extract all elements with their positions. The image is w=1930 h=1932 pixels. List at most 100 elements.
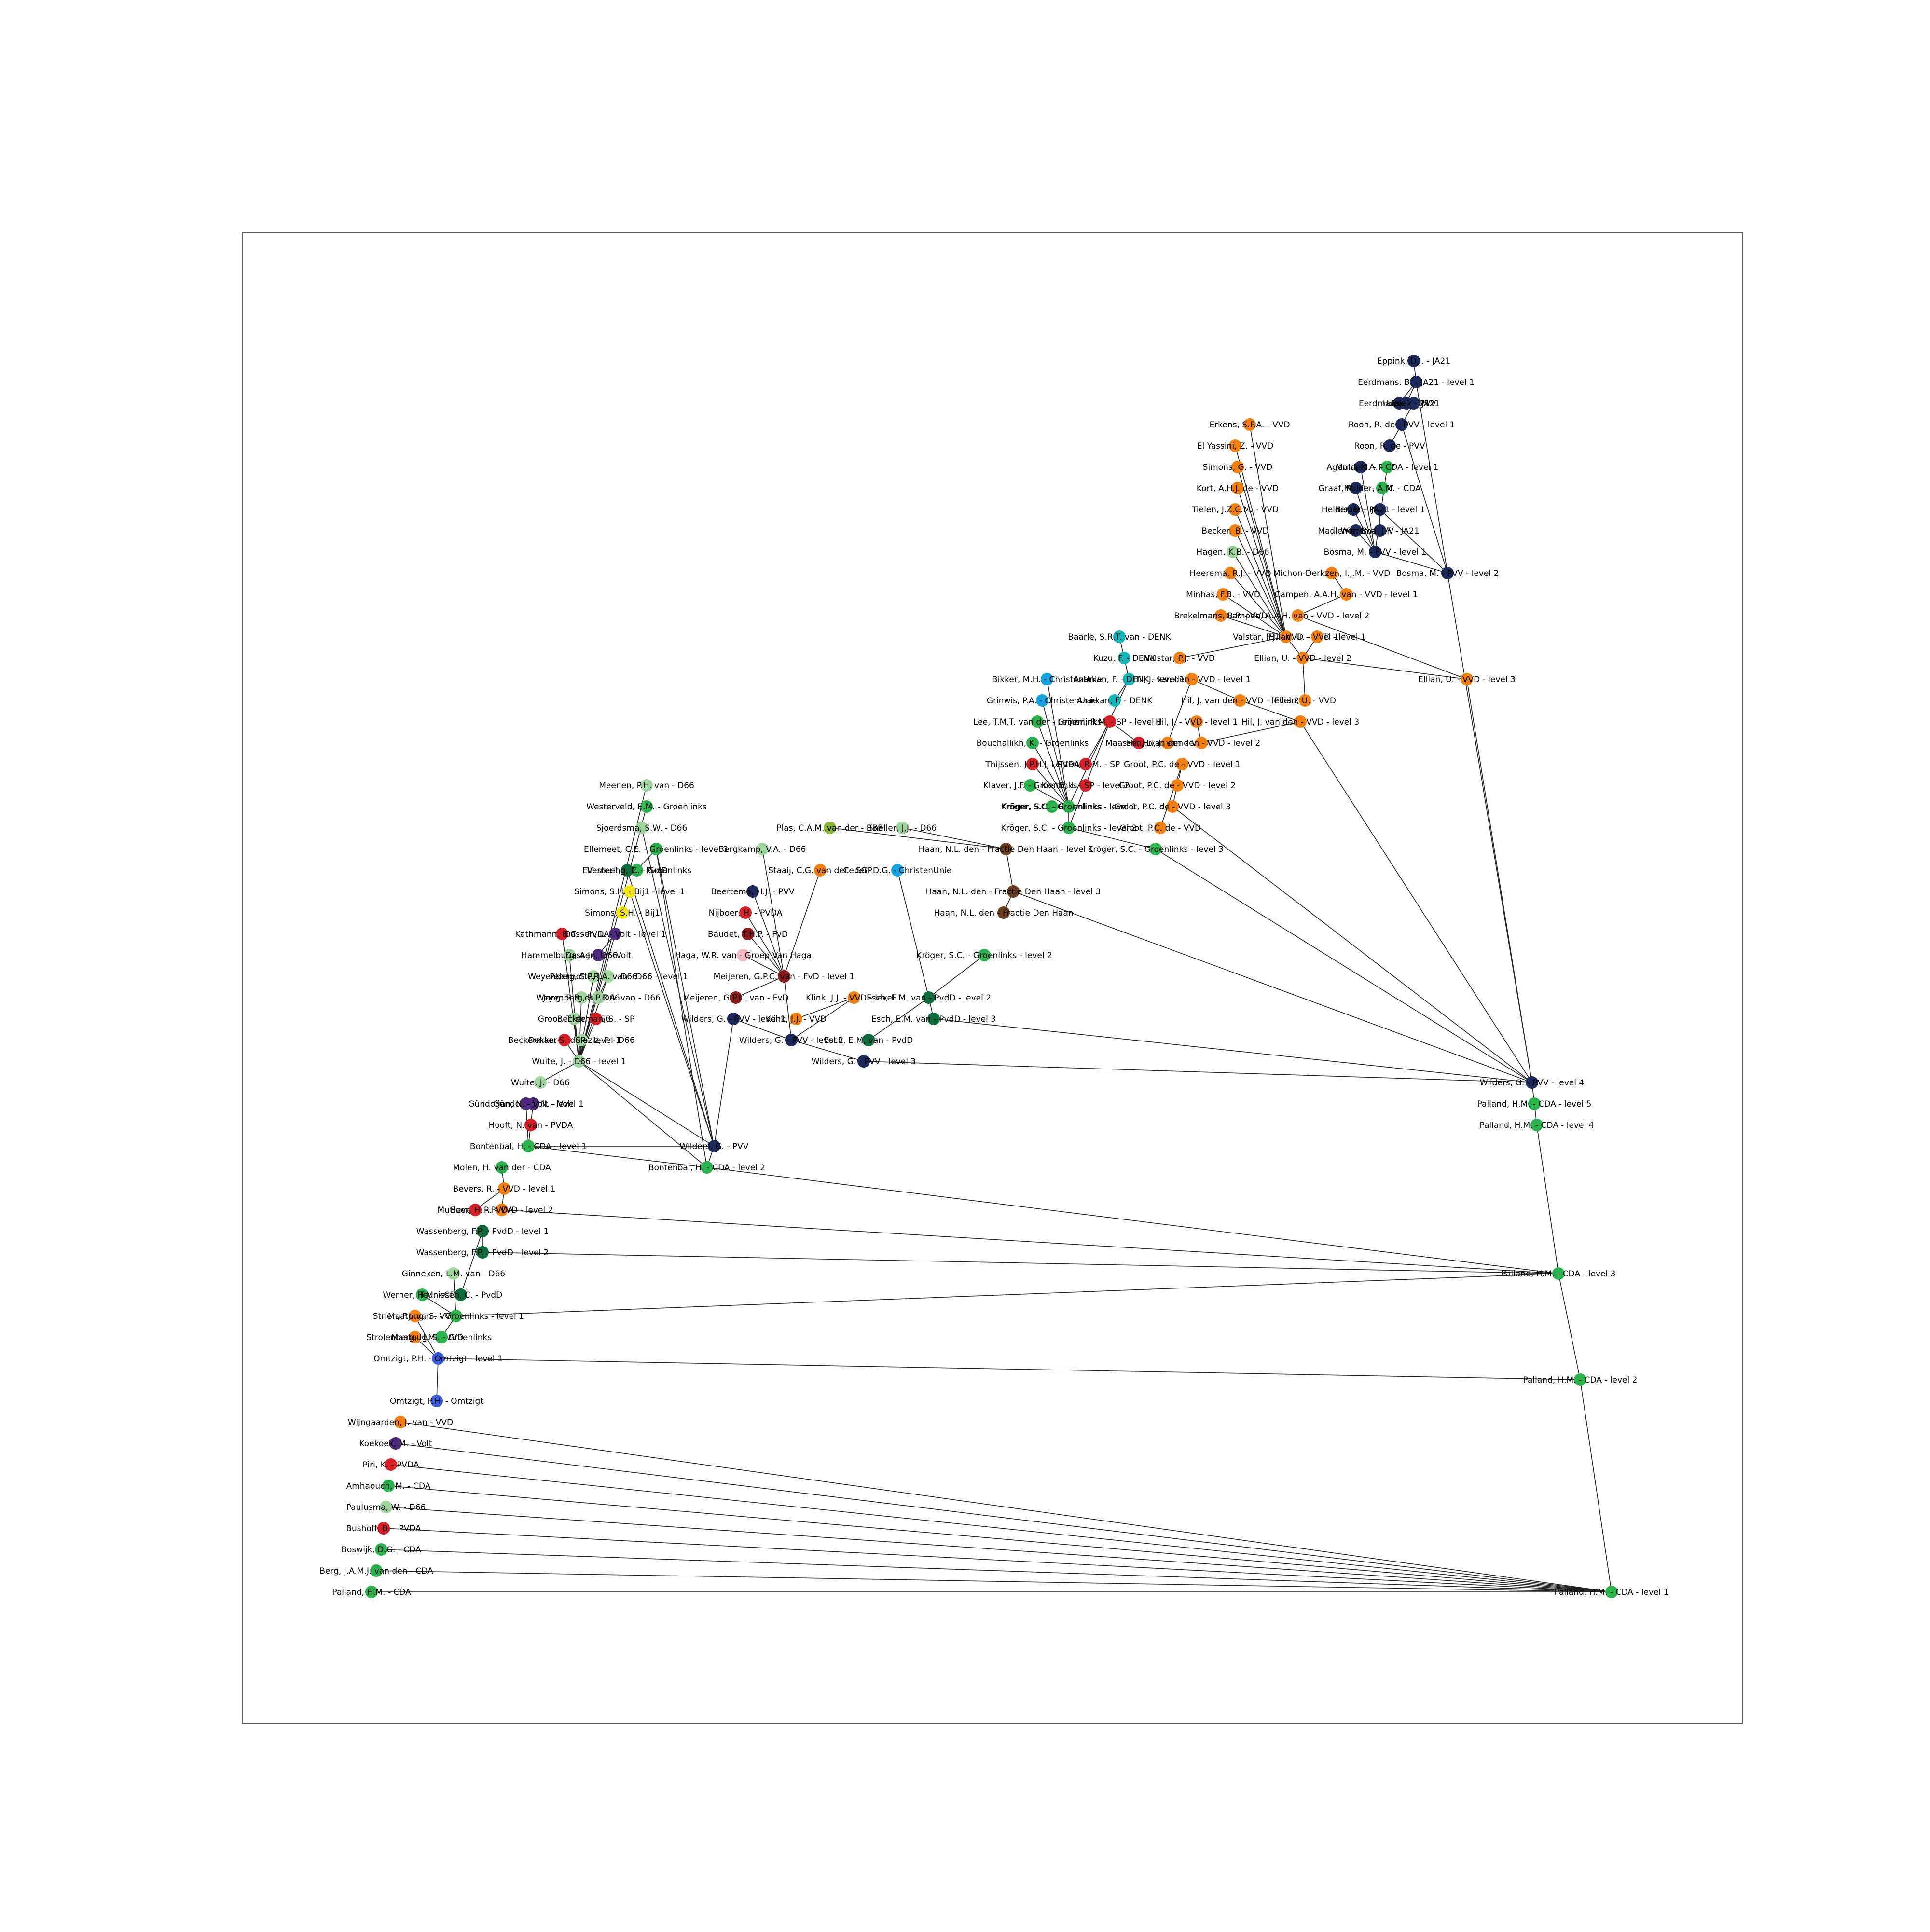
edge-n_piri-n_palland1 [390, 1464, 1612, 1592]
node-label: Weyenberg, S.P.R.A. van - D66 - level 1 [528, 972, 688, 982]
node-marker [896, 822, 909, 834]
graph-node: Ceder, D.G. - ChristenUnie [843, 864, 951, 877]
graph-node: Ellemeet, C.E. - Groenlinks - level 1 [584, 843, 729, 855]
node-marker [568, 1013, 580, 1025]
node-marker [1161, 737, 1174, 749]
node-label: Teunissen, C. - PvdD [419, 1290, 502, 1300]
graph-node: Azarkan, F. - DENK - level 1 [1074, 673, 1185, 685]
node-marker [1229, 503, 1241, 516]
edge-n_campen2-n_ellian3 [1297, 615, 1467, 680]
node-marker [1132, 737, 1145, 749]
edge-n_valstar-n_valstar1 [1179, 636, 1286, 658]
graph-node: Hil, J. - VVD - level 1 [1156, 715, 1238, 728]
graph-node: Esch, E.M. van - PvdD - level 3 [871, 1013, 996, 1025]
node-label: Groot, P.C. de - VVD - level 2 [1119, 781, 1236, 791]
node-label: Ginneken, L.M. van - D66 [402, 1269, 505, 1279]
graph-node: Kröger, S.C. - Groenlinks [1002, 800, 1102, 813]
node-label: Haan, N.L. den - Fractie Den Haan - leve… [926, 887, 1101, 897]
graph-node: Leijten, R.M. - SP - level 1 [1058, 715, 1162, 728]
node-label: Simons, S.H. - Bij1 [585, 908, 660, 918]
graph-node: Tielen, J.Z.C.M. - VVD [1191, 503, 1279, 516]
node-label: Erkens, S.P.A. - VVD [1209, 420, 1290, 430]
node-label: Minhas, F.B. - VVD [1186, 590, 1260, 600]
graph-node: Baudet, T.H.P. - FvD [708, 928, 788, 940]
node-label: Paulusma, W. - D66 [346, 1503, 426, 1512]
node-label: Werner, H.M. - CDA [383, 1290, 462, 1300]
node-label: Kostić, I. - SP - level 2 [1041, 781, 1130, 791]
node-marker [785, 1034, 798, 1046]
graph-node: Meijeren, G.P.C. van - FvD [683, 991, 789, 1004]
graph-node: Palland, H.M. - CDA - level 5 [1477, 1097, 1591, 1110]
edge-n_berg-n_palland1 [376, 1570, 1612, 1592]
node-marker [1031, 715, 1044, 728]
node-marker [1229, 524, 1241, 537]
edge-n_palland2-n_palland1 [1580, 1379, 1612, 1592]
node-label: Bosma, M. - PVV - level 1 [1324, 548, 1427, 557]
node-marker [455, 1288, 467, 1301]
graph-node: Roon, R. de - PVV [1354, 439, 1425, 452]
node-label: Brekelmans, R.P. - VVD [1174, 611, 1267, 621]
graph-node: Staaij, C.G. van der - SGP [768, 864, 872, 877]
edge-n_plas-n_haan1 [829, 827, 1006, 850]
node-label: Wassenberg, F.P. - PvdD - level 2 [416, 1248, 549, 1258]
node-marker [1079, 758, 1092, 770]
node-label: Kröger, S.C. - Groenlinks - level 2 [1001, 823, 1137, 833]
graph-node: Maassen, L. - SP [1105, 737, 1172, 749]
plot-frame [242, 232, 1743, 1724]
node-marker [1552, 1267, 1565, 1280]
graph-node: Brekelmans, R.P. - VVD [1174, 609, 1268, 622]
node-marker [739, 906, 752, 919]
edge-n_hil-n_hil1 [1167, 679, 1192, 743]
node-label: Bergkamp, V.A. - D66 [719, 845, 806, 854]
node-label: Haan, N.L. den - Fractie Den Haan - leve… [919, 845, 1094, 854]
graph-node: Leijten, R.M. - SP [1051, 758, 1120, 770]
graph-node: Agema, M. - PVV [1326, 461, 1395, 473]
node-label: Esch, E.M. van - PvdD - level 3 [871, 1014, 996, 1024]
node-label: Kuzu, F. - DENK [1093, 654, 1156, 663]
node-marker [1441, 567, 1454, 579]
node-marker [1311, 630, 1323, 643]
graph-node: Eerdmans, B. - JA21 - level 1 [1358, 376, 1475, 388]
node-label: Sjoerdsma, S.W. - D66 [596, 823, 688, 833]
node-label: Tielen, J.Z.C.M. - VVD [1191, 505, 1279, 515]
node-marker [1231, 482, 1244, 494]
node-label: Westerveld, E.M. - Groenlinks [586, 802, 707, 812]
node-marker [640, 800, 653, 813]
node-label: Azarkan, F. - DENK [1077, 696, 1153, 706]
node-label: Ellemeet, C.E. - Groenlinks [582, 866, 691, 876]
node-marker [385, 1458, 397, 1471]
node-marker [1113, 630, 1126, 643]
node-label: Bikker, M.H. - ChristenUnie [992, 675, 1102, 685]
node-marker [522, 1140, 535, 1152]
node-marker [476, 1225, 489, 1237]
edge-n_wijngaarden-n_palland1 [400, 1422, 1612, 1592]
edge-n_amhaouch-n_palland1 [388, 1485, 1612, 1592]
edge-n_becker-n_valstar1 [1235, 530, 1286, 637]
graph-node: Valstar, P.J. - VVD [1144, 652, 1215, 664]
edge-n_kroger3-n_wilders4 [1155, 849, 1532, 1083]
node-marker [416, 1288, 428, 1301]
edge-n_meijeren1-n_wilders2 [784, 976, 792, 1041]
node-marker [409, 1331, 421, 1343]
node-label: Wiersma, J.F. - JA21 [1340, 526, 1419, 536]
node-label: Meenen, P.H. van - D66 [599, 781, 694, 791]
graph-node: Minhas, F.B. - VVD [1186, 588, 1260, 601]
node-label: Haan, N.L. den - Fractie Den Haan [934, 908, 1073, 918]
edge-n_klaver-n_gl1 [1030, 785, 1069, 807]
node-marker [1234, 694, 1246, 707]
edge-n_klink-n_klink1 [796, 997, 855, 1019]
edge-n_bikker-n_gl1 [1047, 679, 1069, 807]
node-marker [1190, 715, 1203, 728]
node-marker [447, 1267, 460, 1280]
edge-n_esch-n_esch2 [868, 997, 929, 1041]
node-marker [394, 1416, 407, 1428]
node-marker [1395, 418, 1408, 431]
node-label: Ellian, U. - VVD - level 1 [1268, 632, 1366, 642]
node-label: Wilders, G. - PVV - level 4 [1480, 1078, 1584, 1088]
edge-n_strien-n_omtzigt1 [414, 1315, 439, 1359]
edge-n_jong-n_wuite1 [579, 997, 582, 1062]
node-marker [1118, 652, 1130, 664]
edge-n_beertema-n_meijeren1 [752, 891, 785, 977]
node-label: Eerdmans, B. - JA21 - level 1 [1358, 378, 1475, 387]
